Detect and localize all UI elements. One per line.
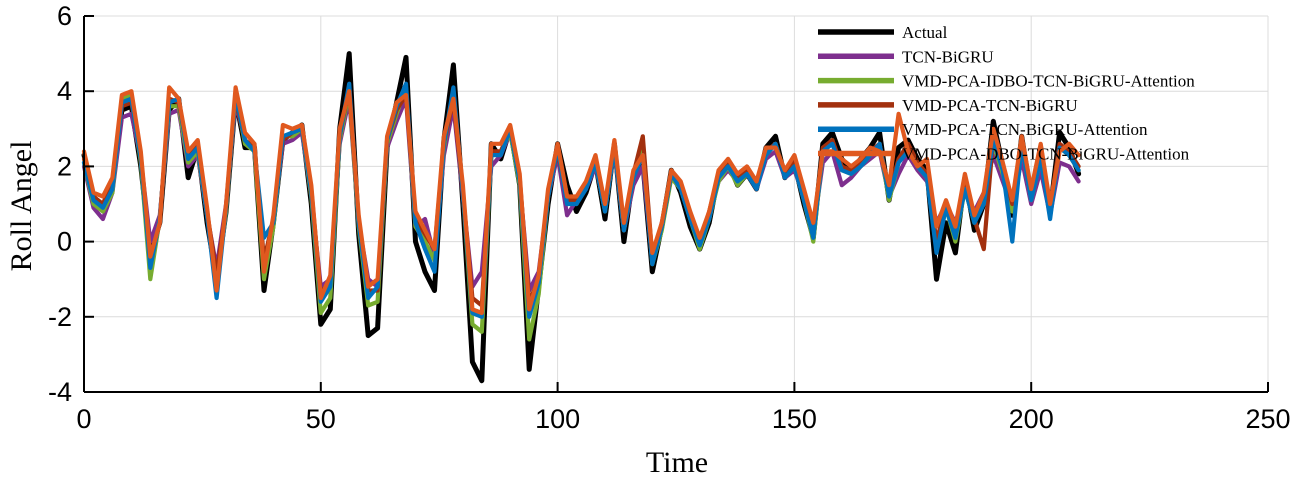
y-tick-label: -2	[48, 302, 72, 332]
x-tick-label: 200	[1009, 404, 1054, 434]
legend-entry-label: VMD-PCA-TCN-BiGRU-Attention	[902, 120, 1148, 139]
legend-entry-label: VMD-PCA-DBO-TCN-BiGRU-Attention	[902, 145, 1190, 164]
y-tick-label: -4	[48, 377, 72, 407]
legend-entry-label: VMD-PCA-IDBO-TCN-BiGRU-Attention	[902, 72, 1195, 91]
x-tick-label: 250	[1245, 404, 1290, 434]
series-lines	[81, 51, 1082, 384]
legend: Actual TCN-BiGRU VMD-PCA-IDBO-TCN-BiGRU-At…	[818, 23, 1195, 164]
x-tick-label: 50	[306, 404, 336, 434]
axes: 0 50 100 150 200 250 -4 -2 0 2 4 6	[48, 1, 1291, 434]
x-tick-label: 100	[535, 404, 580, 434]
legend-entry-label: Actual	[902, 23, 948, 42]
x-tick-label: 0	[76, 404, 91, 434]
x-axis-label: Time	[646, 446, 708, 479]
y-tick-label: 4	[57, 76, 72, 106]
y-tick-label: 6	[57, 1, 72, 31]
series-line-vmd-pca-dbo-tcn-bigru-attention	[81, 85, 1081, 316]
legend-entry-label: VMD-PCA-TCN-BiGRU	[902, 96, 1078, 115]
y-axis-label: Roll Angel	[5, 141, 38, 272]
legend-entry-label: TCN-BiGRU	[902, 47, 994, 66]
x-tick-label: 150	[772, 404, 817, 434]
y-tick-label: 2	[57, 151, 72, 181]
y-tick-label: 0	[57, 227, 72, 257]
